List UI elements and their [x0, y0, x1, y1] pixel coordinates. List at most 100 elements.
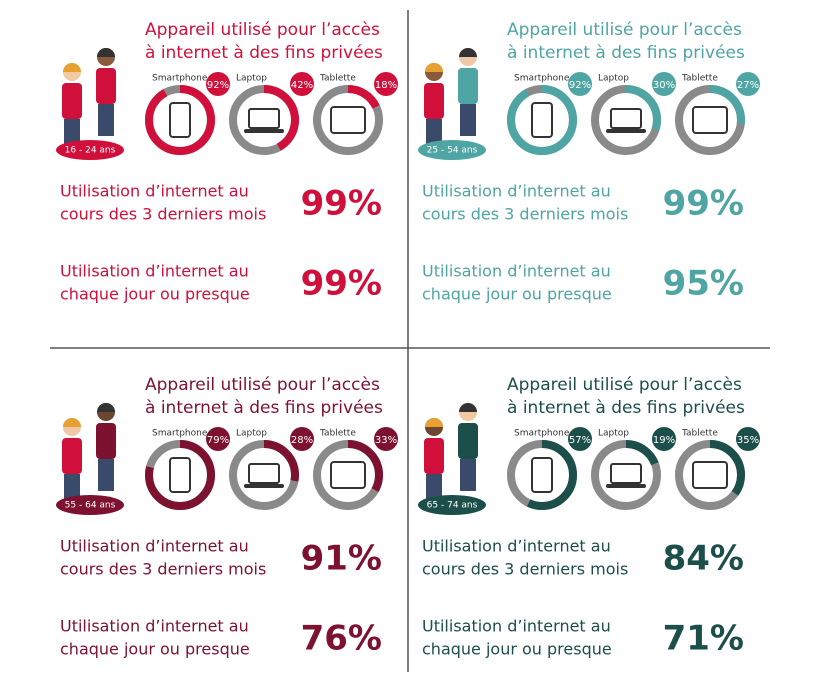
smartphone-icon	[531, 102, 553, 138]
hair	[459, 403, 477, 412]
laptop-icon	[610, 108, 642, 129]
laptop-base	[244, 129, 284, 133]
device-name: Laptop	[598, 429, 629, 439]
hair	[97, 403, 115, 412]
legs	[460, 104, 476, 136]
laptop-base	[244, 484, 284, 488]
stat-value: 99%	[663, 184, 744, 224]
stat-label: chaque jour ou presque	[422, 285, 612, 304]
legs	[98, 459, 114, 491]
hair	[63, 418, 81, 427]
stat-label: Utilisation d’internet au	[60, 182, 249, 201]
laptop-icon	[248, 463, 280, 484]
donut-arc	[507, 85, 577, 155]
device-name: Smartphone	[514, 429, 570, 439]
hair	[425, 63, 443, 72]
badge-label: 79%	[207, 435, 229, 446]
donut-arc	[229, 440, 299, 510]
panel-title: Appareil utilisé pour l’accès	[507, 375, 742, 395]
badge	[568, 72, 592, 96]
stat-value: 71%	[663, 619, 744, 659]
body	[62, 438, 82, 474]
badge-label: 28%	[291, 435, 313, 446]
donut-arc	[675, 440, 745, 510]
panel-title: Appareil utilisé pour l’accès	[145, 375, 380, 395]
device-name: Tablette	[681, 429, 718, 439]
device-name: Tablette	[319, 429, 356, 439]
panel-title: Appareil utilisé pour l’accès	[507, 20, 742, 40]
stat-value: 91%	[301, 539, 382, 579]
body	[458, 68, 478, 104]
stat-value: 99%	[301, 264, 382, 304]
donut-arc	[507, 440, 577, 510]
legs	[98, 104, 114, 136]
laptop-base	[606, 129, 646, 133]
age-label: 25 - 54 ans	[427, 146, 478, 156]
age-label: 16 - 24 ans	[65, 146, 116, 156]
laptop-icon	[248, 108, 280, 129]
tablet-icon	[330, 461, 366, 489]
body	[62, 83, 82, 119]
badge	[652, 427, 676, 451]
donut-arc	[145, 85, 215, 155]
age-pill	[56, 140, 124, 160]
badge	[568, 427, 592, 451]
badge-label: 35%	[737, 435, 759, 446]
device-name: Smartphone	[152, 429, 208, 439]
badge	[290, 72, 314, 96]
badge	[206, 427, 230, 451]
stat-label: Utilisation d’internet au	[60, 617, 249, 636]
body	[458, 423, 478, 459]
badge-label: 19%	[653, 435, 675, 446]
stat-label: chaque jour ou presque	[60, 285, 250, 304]
body	[424, 83, 444, 119]
age-pill	[418, 495, 486, 515]
device-name: Laptop	[236, 74, 267, 84]
donut-arc	[229, 85, 299, 155]
laptop-icon	[610, 463, 642, 484]
badge	[206, 72, 230, 96]
smartphone-icon	[169, 457, 191, 493]
age-pill	[56, 495, 124, 515]
body	[424, 438, 444, 474]
stat-label: Utilisation d’internet au	[422, 262, 611, 281]
tablet-icon	[692, 461, 728, 489]
badge-label: 18%	[375, 80, 397, 91]
tablet-icon	[330, 106, 366, 134]
donut-arc	[675, 85, 745, 155]
badge	[652, 72, 676, 96]
badge-label: 27%	[737, 80, 759, 91]
badge-label: 42%	[291, 80, 313, 91]
smartphone-icon	[169, 102, 191, 138]
stat-label: Utilisation d’internet au	[422, 537, 611, 556]
stat-label: chaque jour ou presque	[60, 640, 250, 659]
donut-arc	[591, 85, 661, 155]
stat-value: 84%	[663, 539, 744, 579]
badge	[374, 72, 398, 96]
hair	[425, 418, 443, 427]
panel-title: à internet à des fins privées	[507, 398, 745, 418]
stat-value: 76%	[301, 619, 382, 659]
badge-label: 57%	[569, 435, 591, 446]
device-name: Tablette	[319, 74, 356, 84]
stat-label: Utilisation d’internet au	[422, 617, 611, 636]
age-label: 65 - 74 ans	[427, 501, 478, 511]
badge-label: 30%	[653, 80, 675, 91]
badge-label: 92%	[569, 80, 591, 91]
badge	[736, 427, 760, 451]
stat-label: Utilisation d’internet au	[60, 537, 249, 556]
laptop-base	[606, 484, 646, 488]
tablet-icon	[692, 106, 728, 134]
badge	[374, 427, 398, 451]
device-name: Smartphone	[514, 74, 570, 84]
age-label: 55 - 64 ans	[65, 501, 116, 511]
stat-label: cours des 3 derniers mois	[422, 205, 628, 224]
hair	[97, 48, 115, 57]
panel-title: à internet à des fins privées	[507, 43, 745, 63]
hair	[63, 63, 81, 72]
age-pill	[418, 140, 486, 160]
badge	[736, 72, 760, 96]
body	[96, 68, 116, 104]
device-name: Laptop	[236, 429, 267, 439]
